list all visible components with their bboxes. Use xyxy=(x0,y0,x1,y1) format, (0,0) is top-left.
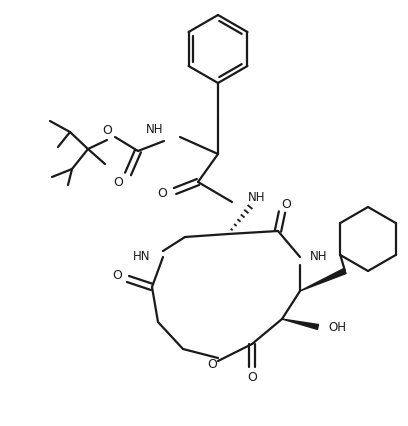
Text: O: O xyxy=(207,358,217,371)
Text: NH: NH xyxy=(146,123,163,136)
Text: OH: OH xyxy=(328,321,346,334)
Text: O: O xyxy=(102,124,112,137)
Text: O: O xyxy=(157,187,167,200)
Text: HN: HN xyxy=(133,249,150,262)
Text: O: O xyxy=(247,371,257,383)
Text: O: O xyxy=(113,176,123,189)
Polygon shape xyxy=(300,269,346,291)
Text: O: O xyxy=(112,269,122,282)
Text: NH: NH xyxy=(310,250,328,263)
Text: NH: NH xyxy=(248,191,266,204)
Polygon shape xyxy=(282,319,319,330)
Text: O: O xyxy=(281,198,291,211)
